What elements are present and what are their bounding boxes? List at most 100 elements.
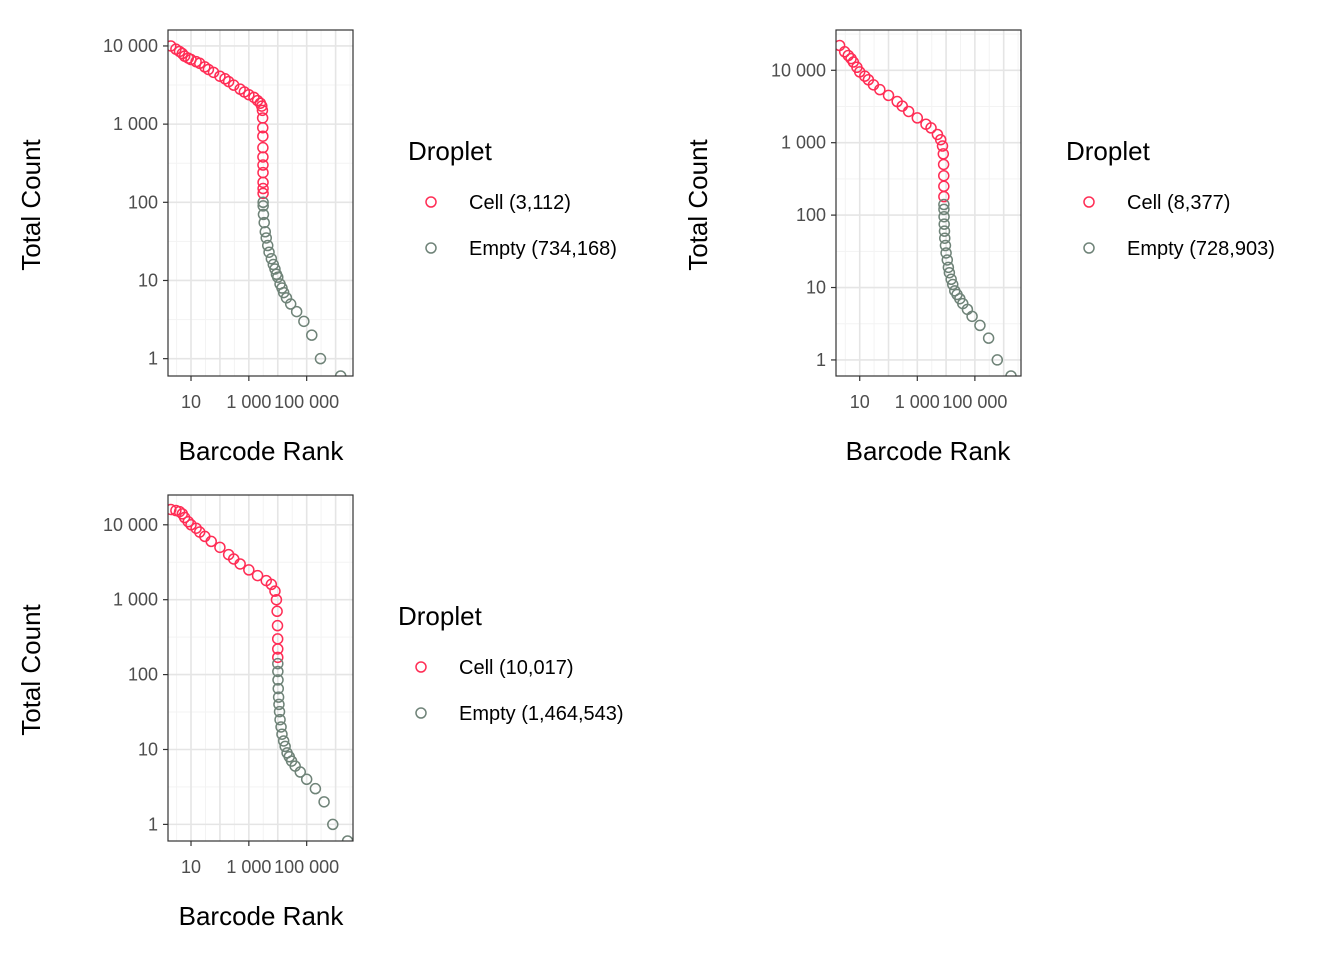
- cell-series: [168, 503, 284, 664]
- empty-point: [314, 352, 327, 365]
- empty-point: [260, 232, 273, 244]
- legend-key-cell: [415, 661, 427, 673]
- y-tick-label: 100: [128, 192, 158, 212]
- empty-point: [966, 310, 978, 323]
- empty-point: [946, 278, 959, 291]
- cell-point: [256, 100, 268, 112]
- cell-point: [902, 105, 915, 118]
- empty-point: [261, 239, 274, 252]
- data-points: [168, 503, 353, 841]
- empty-point: [1005, 370, 1017, 376]
- empty-point: [290, 305, 303, 318]
- empty-point: [257, 196, 269, 209]
- data-points: [168, 40, 347, 376]
- legend-label: Cell (3,112): [469, 192, 571, 214]
- cell-point: [257, 130, 269, 142]
- empty-point: [318, 796, 330, 808]
- x-tick-label: 1 000: [226, 392, 271, 412]
- empty-point: [938, 225, 951, 237]
- empty-point: [939, 232, 951, 244]
- y-tick-label: 10 000: [103, 36, 158, 56]
- empty-point: [974, 319, 986, 332]
- empty-point: [265, 252, 278, 265]
- cell-series: [836, 39, 950, 203]
- cell-point: [234, 558, 246, 570]
- cell-point: [248, 91, 260, 104]
- cell-point: [271, 619, 284, 632]
- empty-point: [942, 261, 955, 274]
- gridlines: [836, 30, 1021, 376]
- legend-key-empty: [415, 707, 427, 719]
- empty-point: [274, 713, 286, 726]
- y-tick-label: 10 000: [771, 60, 826, 80]
- cell-point: [168, 503, 177, 516]
- plot-border: [835, 29, 1022, 377]
- empty-point: [284, 298, 297, 310]
- cell-point: [270, 593, 283, 606]
- plot-background: [836, 30, 1021, 376]
- empty-point: [276, 728, 288, 740]
- cell-point: [938, 190, 950, 203]
- legend: Droplet Cell (10,017) Empty (1,464,543): [398, 601, 624, 725]
- cell-point: [243, 564, 255, 576]
- empty-point: [341, 835, 353, 841]
- empty-point: [273, 705, 286, 718]
- empty-point: [279, 740, 291, 753]
- cell-point: [257, 187, 269, 200]
- cell-point: [205, 535, 217, 548]
- legend-label: Empty (734,168): [469, 238, 617, 260]
- y-tick-label: 100: [796, 205, 826, 225]
- y-tick-label: 1 000: [781, 133, 826, 153]
- empty-point: [273, 698, 285, 711]
- cell-point: [227, 79, 240, 91]
- y-tick-label: 1: [148, 814, 158, 834]
- empty-point: [259, 226, 272, 238]
- y-tick-label: 10: [806, 278, 826, 298]
- legend-title: Droplet: [408, 136, 493, 166]
- cell-point: [272, 651, 284, 664]
- plot-border: [167, 29, 354, 377]
- empty-point: [941, 254, 954, 266]
- empty-point: [991, 354, 1004, 366]
- empty-point: [277, 735, 290, 747]
- y-tick-label: 10 000: [103, 515, 158, 535]
- cell-point: [257, 182, 269, 195]
- empty-point: [945, 273, 957, 286]
- empty-point: [306, 329, 318, 341]
- cell-point: [257, 151, 269, 163]
- empty-point: [334, 370, 347, 376]
- cell-point: [882, 89, 895, 102]
- plot-background: [168, 495, 353, 841]
- y-tick-label: 100: [128, 665, 158, 685]
- y-tick-label: 10: [138, 739, 158, 759]
- cell-point: [269, 585, 281, 597]
- legend-key-empty: [1083, 242, 1095, 254]
- x-axis-title: Barcode Rank: [846, 436, 1012, 466]
- empty-series: [938, 198, 1017, 376]
- x-tick-label: 1 000: [895, 392, 940, 412]
- empty-point: [300, 773, 313, 786]
- x-tick-label: 100 000: [274, 857, 339, 877]
- legend: Droplet Cell (8,377) Empty (728,903): [1066, 136, 1275, 260]
- x-tick-label: 1 000: [226, 857, 271, 877]
- empty-point: [938, 203, 950, 216]
- empty-point: [309, 782, 322, 795]
- cell-point: [272, 643, 284, 655]
- y-axis-title: Total Count: [16, 603, 46, 735]
- cell-point: [936, 140, 949, 152]
- x-tick-label: 100 000: [942, 392, 1007, 412]
- cell-point: [257, 121, 269, 134]
- legend-key-cell: [1083, 196, 1095, 208]
- cell-point: [874, 83, 886, 96]
- y-tick-label: 1 000: [113, 114, 158, 134]
- x-tick-label: 10: [850, 392, 870, 412]
- cell-point: [207, 66, 220, 79]
- cell-point: [271, 605, 283, 618]
- x-axis-title: Barcode Rank: [179, 436, 345, 466]
- empty-point: [257, 208, 270, 221]
- x-axis-title: Barcode Rank: [179, 901, 345, 931]
- cell-point: [256, 104, 269, 117]
- x-tick-label: 10: [181, 857, 201, 877]
- legend-label: Empty (1,464,543): [459, 703, 624, 725]
